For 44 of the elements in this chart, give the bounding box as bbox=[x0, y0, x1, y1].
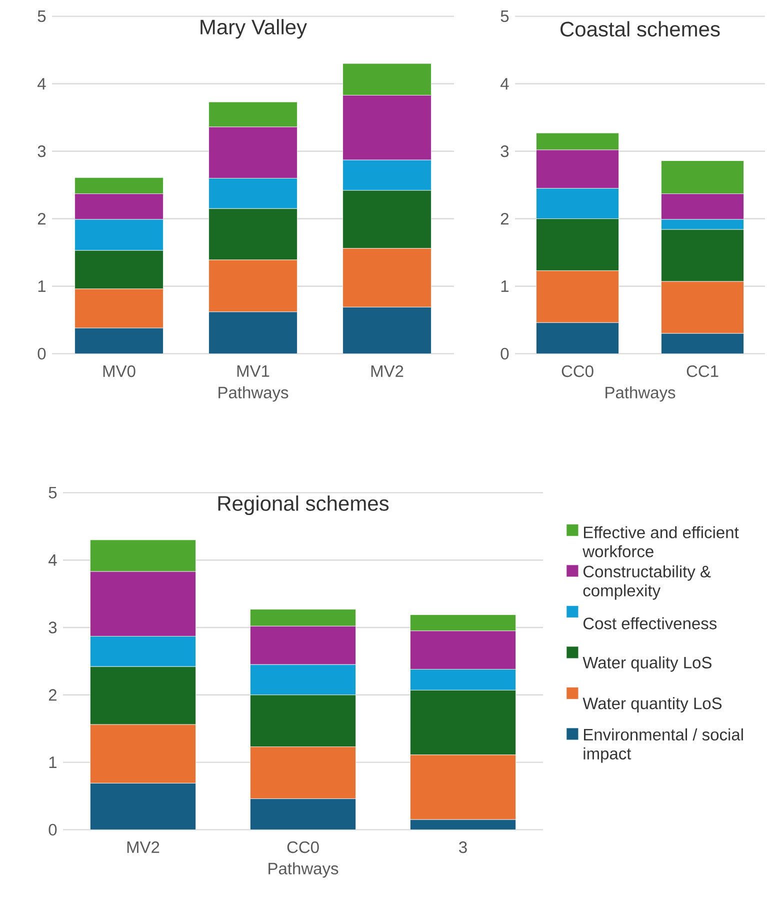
y-tick-label: 3 bbox=[500, 145, 509, 158]
y-tick-label: 5 bbox=[500, 10, 509, 22]
chart-title: Regional schemes bbox=[218, 495, 389, 516]
bar bbox=[90, 782, 196, 830]
y-tick-label: 1 bbox=[501, 280, 509, 292]
x-tick-label: CC0 bbox=[562, 365, 594, 378]
legend-label: Environmental / social impact bbox=[584, 728, 743, 763]
x-axis-title: Pathways bbox=[218, 386, 288, 402]
legend-label: Effective and efficient workforce bbox=[582, 526, 739, 558]
x-tick-label: CC1 bbox=[686, 365, 718, 378]
x-tick-label: CC0 bbox=[287, 841, 319, 854]
bar bbox=[410, 819, 516, 830]
chart-title: Coastal schemes bbox=[560, 21, 720, 37]
chart-title: Mary Valley bbox=[200, 19, 308, 39]
legend-label: Constructability & complexity bbox=[583, 565, 711, 600]
y-tick-label: 4 bbox=[38, 78, 46, 90]
y-tick-label: 2 bbox=[500, 212, 508, 224]
y-tick-label: 0 bbox=[48, 824, 57, 836]
text: Cost effectiveness bbox=[583, 617, 717, 630]
text: Water quantity LoS bbox=[582, 697, 722, 712]
y-tick-label: 1 bbox=[49, 756, 56, 768]
y-tick-label: 3 bbox=[48, 622, 57, 634]
x-axis-title: Pathways bbox=[606, 386, 676, 402]
bar bbox=[342, 306, 432, 354]
text: Water quality LoS bbox=[582, 656, 712, 672]
y-tick-label: 2 bbox=[38, 212, 46, 224]
y-tick-label: 0 bbox=[500, 348, 509, 360]
x-tick-label: MV2 bbox=[371, 365, 404, 377]
y-tick-label: 0 bbox=[38, 348, 46, 360]
bar bbox=[74, 328, 164, 354]
y-tick-label: 1 bbox=[38, 280, 46, 292]
x-tick-label: MV1 bbox=[237, 365, 270, 377]
x-tick-label: MV0 bbox=[103, 365, 136, 378]
x-tick-label: MV2 bbox=[127, 841, 160, 853]
bar bbox=[250, 798, 356, 830]
y-tick-label: 3 bbox=[38, 145, 46, 158]
y-tick-label: 5 bbox=[38, 10, 46, 22]
y-tick-label: 2 bbox=[48, 689, 56, 701]
x-axis-title: Pathways bbox=[268, 862, 338, 878]
y-tick-label: 4 bbox=[48, 554, 57, 566]
bar bbox=[208, 312, 298, 354]
y-tick-label: 5 bbox=[48, 486, 57, 498]
y-tick-label: 4 bbox=[500, 78, 509, 90]
x-tick-label: 3 bbox=[459, 841, 467, 854]
